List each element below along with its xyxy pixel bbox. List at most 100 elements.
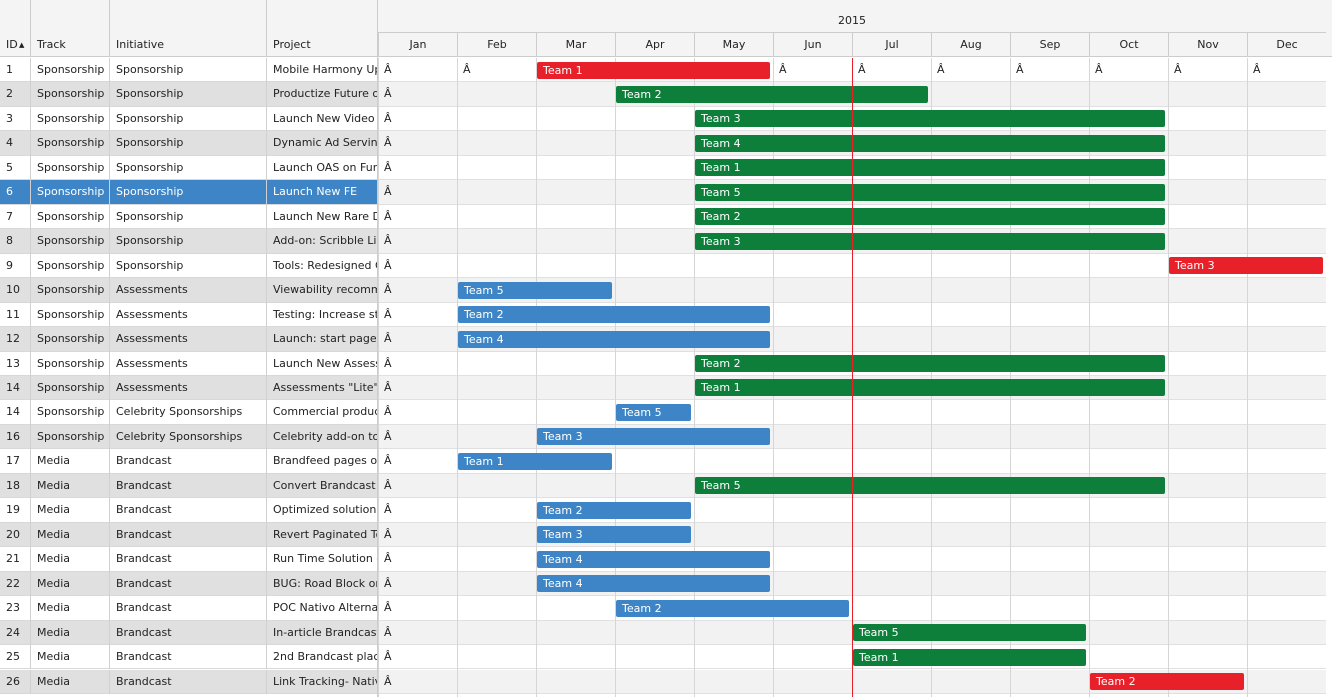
cell-marker: Â — [384, 307, 392, 321]
cell-project: Run Time Solution - — [267, 547, 378, 572]
task-bar[interactable]: Team 1 — [853, 648, 1086, 666]
cell-initiative: Assessments — [110, 351, 267, 376]
column-header[interactable]: Initiative — [110, 33, 267, 57]
cell-project: Viewability recomme — [267, 278, 378, 303]
cell-initiative: Brandcast — [110, 473, 267, 499]
month-gridline — [615, 58, 616, 697]
task-bar[interactable]: Team 3 — [537, 428, 770, 446]
row-background[interactable] — [0, 229, 378, 254]
task-bar[interactable]: Team 2 — [458, 306, 770, 324]
row-background[interactable] — [0, 180, 378, 205]
cell-track: Media — [31, 571, 110, 597]
cell-project: Launch New Assessn — [267, 351, 378, 376]
cell-initiative: Sponsorship — [110, 82, 267, 107]
row-background[interactable] — [0, 82, 378, 107]
cell-track: Sponsorship — [31, 82, 110, 107]
cell-marker: Â — [1016, 63, 1024, 76]
cell-initiative: Assessments — [110, 327, 267, 352]
task-bar[interactable]: Team 1 — [458, 452, 612, 470]
cell-track: Sponsorship — [31, 204, 110, 230]
cell-track: Sponsorship — [31, 131, 110, 156]
column-header[interactable]: ID — [0, 33, 31, 57]
row-background[interactable] — [0, 571, 378, 597]
task-bar[interactable]: Team 1 — [695, 379, 1165, 397]
row-background[interactable] — [0, 155, 378, 181]
cell-id: 23 — [0, 596, 31, 621]
task-bar[interactable]: Team 5 — [616, 403, 691, 421]
row-background[interactable] — [0, 400, 378, 425]
cell-initiative: Celebrity Sponsorships — [110, 400, 267, 425]
cell-id: 13 — [0, 351, 31, 376]
cell-marker: Â — [384, 234, 392, 248]
task-bar[interactable]: Team 2 — [616, 599, 849, 617]
task-bar[interactable]: Team 2 — [1090, 673, 1244, 690]
task-bar[interactable]: Team 5 — [695, 477, 1165, 495]
cell-initiative: Brandcast — [110, 620, 267, 646]
column-header[interactable]: Project — [267, 33, 378, 57]
row-background[interactable] — [0, 302, 378, 328]
cell-marker: Â — [1253, 63, 1261, 76]
row-background[interactable] — [0, 351, 378, 376]
cell-initiative: Brandcast — [110, 449, 267, 474]
row-background[interactable] — [0, 278, 378, 303]
task-bar[interactable]: Team 5 — [458, 281, 612, 299]
row-background[interactable] — [0, 253, 378, 279]
task-bar[interactable]: Team 2 — [695, 208, 1165, 226]
task-bar[interactable]: Team 2 — [616, 85, 928, 103]
cell-marker: Â — [384, 111, 392, 125]
task-bar[interactable]: Team 4 — [537, 575, 770, 593]
cell-initiative: Brandcast — [110, 669, 267, 694]
cell-track: Sponsorship — [31, 278, 110, 303]
column-divider — [30, 0, 31, 33]
column-divider — [266, 0, 267, 33]
task-bar[interactable]: Team 3 — [695, 110, 1165, 128]
row-background[interactable] — [0, 596, 378, 621]
row-background[interactable] — [0, 131, 378, 156]
cell-project: Dynamic Ad Serving — [267, 131, 378, 156]
task-bar[interactable]: Team 3 — [1169, 257, 1323, 275]
month-gridline — [457, 58, 458, 697]
cell-id: 26 — [0, 669, 31, 694]
task-bar[interactable]: Team 1 — [695, 159, 1165, 177]
cell-project: Tools: Redesigned C — [267, 253, 378, 279]
task-bar[interactable]: Team 4 — [537, 550, 770, 568]
cell-track: Media — [31, 669, 110, 694]
row-background[interactable] — [0, 449, 378, 474]
row-background[interactable] — [0, 669, 378, 694]
task-bar[interactable]: Team 1 — [537, 61, 770, 79]
row-background[interactable] — [0, 522, 378, 548]
cell-id: 14 — [0, 400, 31, 425]
cell-track: Sponsorship — [31, 400, 110, 425]
cell-track: Media — [31, 547, 110, 572]
column-header[interactable]: Track — [31, 33, 110, 57]
row-background[interactable] — [0, 375, 378, 401]
cell-track: Sponsorship — [31, 375, 110, 401]
row-background[interactable] — [0, 473, 378, 499]
cell-id: 1 — [0, 58, 31, 83]
cell-project: Commercial product — [267, 400, 378, 425]
row-background[interactable] — [0, 620, 378, 646]
row-background[interactable] — [0, 424, 378, 450]
row-background[interactable] — [0, 106, 378, 132]
task-bar[interactable]: Team 3 — [537, 526, 691, 544]
task-bar[interactable]: Team 3 — [695, 232, 1165, 250]
row-background[interactable] — [0, 498, 378, 523]
cell-initiative: Sponsorship — [110, 131, 267, 156]
today-line — [852, 58, 853, 697]
task-bar[interactable]: Team 4 — [458, 330, 770, 348]
cell-marker: Â — [384, 160, 392, 174]
cell-track: Media — [31, 620, 110, 646]
task-bar[interactable]: Team 2 — [695, 355, 1165, 373]
task-bar[interactable]: Team 2 — [537, 501, 691, 519]
row-background[interactable] — [0, 645, 378, 670]
task-bar[interactable]: Team 4 — [695, 134, 1165, 152]
row-background[interactable] — [0, 327, 378, 352]
task-bar[interactable]: Team 5 — [695, 183, 1165, 201]
row-background[interactable] — [0, 58, 378, 83]
cell-id: 4 — [0, 131, 31, 156]
cell-id: 3 — [0, 106, 31, 132]
row-background[interactable] — [0, 204, 378, 230]
cell-marker: Â — [1174, 63, 1182, 76]
task-bar[interactable]: Team 5 — [853, 624, 1086, 642]
row-background[interactable] — [0, 547, 378, 572]
